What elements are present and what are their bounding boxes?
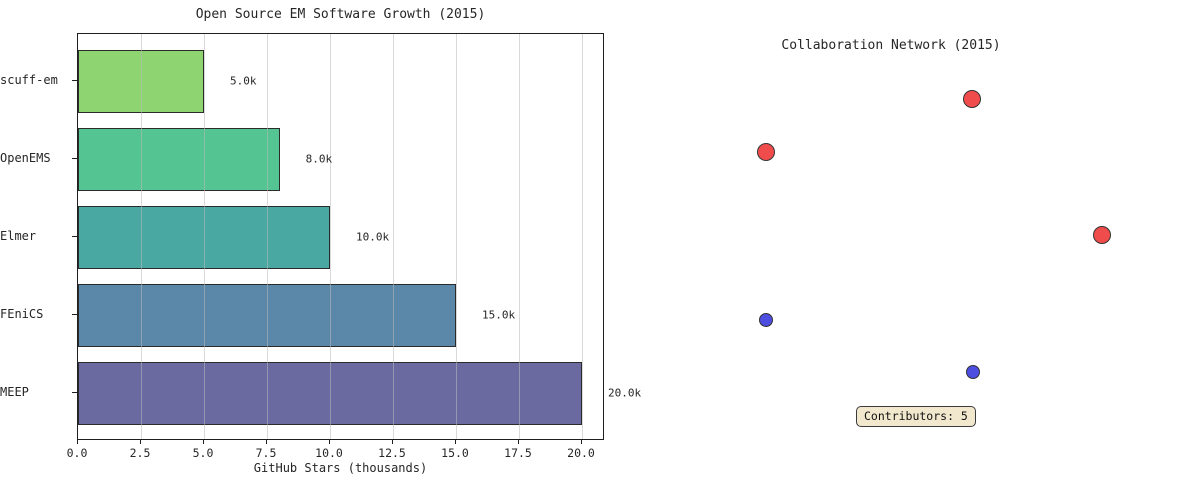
contributors-tooltip-text: Contributors: 5 bbox=[864, 408, 968, 423]
bar-value-label: 10.0k bbox=[356, 230, 390, 244]
bar-chart-plot-area: 5.0k 8.0k 10.0k 15.0k 20.0k bbox=[77, 33, 641, 440]
grid-line bbox=[329, 34, 331, 439]
bar-value-label: 8.0k bbox=[305, 152, 333, 166]
x-tickmark bbox=[328, 440, 330, 444]
red-node-dot bbox=[757, 143, 775, 161]
red-node-dot bbox=[963, 90, 981, 108]
bar-value-label: 5.0k bbox=[230, 74, 257, 88]
y-ticklabel-Elmer: Elmer bbox=[0, 229, 37, 243]
x-tickmark bbox=[580, 440, 582, 444]
grid-line bbox=[392, 34, 394, 439]
y-ticklabel-MEEP: MEEP bbox=[0, 385, 29, 399]
grid-line bbox=[581, 34, 583, 439]
red-node-dot bbox=[1093, 226, 1111, 244]
x-ticklabel: 5.0 bbox=[192, 446, 214, 460]
network-chart-title: Collaboration Network (2015) bbox=[781, 38, 1001, 53]
x-tickmark bbox=[454, 440, 456, 444]
x-tickmark bbox=[391, 440, 393, 444]
x-ticklabel: 7.5 bbox=[255, 446, 277, 460]
y-ticklabel-scuff-em: scuff-em bbox=[0, 73, 58, 87]
x-ticklabel: 20.0 bbox=[567, 446, 595, 460]
bar-value-label: 15.0k bbox=[482, 308, 516, 322]
y-tickmark bbox=[72, 391, 77, 393]
blue-node-dot bbox=[966, 365, 980, 379]
x-ticklabel: 12.5 bbox=[378, 446, 406, 460]
y-tickmark bbox=[72, 235, 77, 237]
x-tickmark bbox=[202, 440, 204, 444]
grid-line bbox=[266, 34, 268, 439]
x-ticklabel: 17.5 bbox=[504, 446, 532, 460]
y-tickmark bbox=[72, 157, 77, 159]
grid-line bbox=[518, 34, 520, 439]
x-tickmark bbox=[139, 440, 141, 444]
x-ticklabel: 15.0 bbox=[441, 446, 469, 460]
grid-line bbox=[455, 34, 457, 439]
grid-line bbox=[203, 34, 205, 439]
x-tickmark bbox=[76, 440, 78, 444]
x-tickmark bbox=[517, 440, 519, 444]
bar-chart-xlabel: GitHub Stars (thousands) bbox=[253, 461, 428, 475]
bar-value-label: 20.0k bbox=[608, 386, 642, 400]
grid-line bbox=[140, 34, 142, 439]
y-tickmark bbox=[72, 313, 77, 315]
y-tickmark bbox=[72, 79, 77, 81]
y-ticklabel-OpenEMS: OpenEMS bbox=[0, 151, 51, 165]
y-ticklabel-FEniCS: FEniCS bbox=[0, 307, 44, 321]
x-tickmark bbox=[265, 440, 267, 444]
blue-node-dot bbox=[759, 313, 773, 327]
bar-chart-title: Open Source EM Software Growth (2015) bbox=[195, 7, 486, 22]
x-ticklabel: 0.0 bbox=[66, 446, 88, 460]
x-ticklabel: 10.0 bbox=[315, 446, 343, 460]
bar-OpenEMS bbox=[78, 127, 280, 191]
contributors-tooltip: Contributors: 5 bbox=[856, 406, 976, 427]
x-ticklabel: 2.5 bbox=[129, 446, 151, 460]
